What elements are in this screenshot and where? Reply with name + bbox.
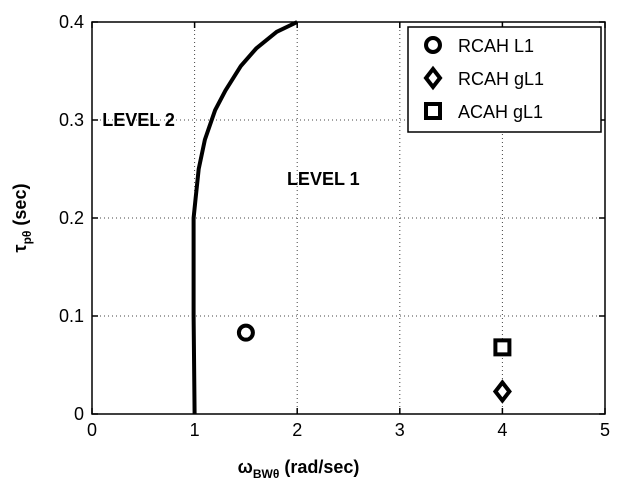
data-point-diamond bbox=[492, 379, 512, 404]
x-tick-label: 0 bbox=[87, 420, 97, 440]
region-label: LEVEL 1 bbox=[287, 169, 360, 189]
data-point-square bbox=[493, 338, 512, 357]
x-axis-label: ωBWθ (rad/sec) bbox=[238, 457, 360, 481]
x-tick-label: 1 bbox=[190, 420, 200, 440]
legend-marker-circle bbox=[424, 36, 442, 54]
x-axis-label-unit: (rad/sec) bbox=[279, 457, 359, 477]
level-boundary-line bbox=[191, 20, 299, 415]
y-axis-label-sub: pθ bbox=[20, 231, 34, 245]
x-tick-label: 4 bbox=[497, 420, 507, 440]
legend-entry-label: RCAH gL1 bbox=[458, 69, 544, 89]
legend-marker-square bbox=[424, 102, 442, 120]
region-label: LEVEL 2 bbox=[102, 110, 175, 130]
x-tick-label: 2 bbox=[292, 420, 302, 440]
y-tick-label: 0.3 bbox=[59, 110, 84, 130]
y-axis-label-unit: (sec) bbox=[10, 184, 30, 231]
y-axis-label-main: τ bbox=[10, 244, 30, 252]
x-axis-label-sub: BWθ bbox=[253, 467, 279, 481]
y-tick-label: 0.4 bbox=[59, 12, 84, 32]
x-tick-label: 3 bbox=[395, 420, 405, 440]
legend-entry-label: RCAH L1 bbox=[458, 36, 534, 56]
region-labels: LEVEL 2 LEVEL 1 bbox=[102, 110, 359, 189]
axis-ticks: 0 1 2 3 4 5 0 0.1 0.2 0.3 0.4 bbox=[59, 12, 610, 440]
y-tick-label: 0 bbox=[74, 404, 84, 424]
legend: RCAH L1 RCAH gL1 ACAH gL1 bbox=[407, 26, 602, 133]
y-tick-label: 0.1 bbox=[59, 306, 84, 326]
y-axis-label: τpθ (sec) bbox=[10, 184, 34, 253]
legend-entry-label: ACAH gL1 bbox=[458, 102, 543, 122]
legend-items: RCAH L1 RCAH gL1 ACAH gL1 bbox=[423, 36, 544, 122]
y-tick-label: 0.2 bbox=[59, 208, 84, 228]
x-axis-label-main: ω bbox=[238, 457, 253, 477]
data-point-circle bbox=[236, 323, 255, 342]
data-markers bbox=[236, 323, 512, 404]
legend-marker-diamond bbox=[423, 65, 443, 91]
x-tick-label: 5 bbox=[600, 420, 610, 440]
